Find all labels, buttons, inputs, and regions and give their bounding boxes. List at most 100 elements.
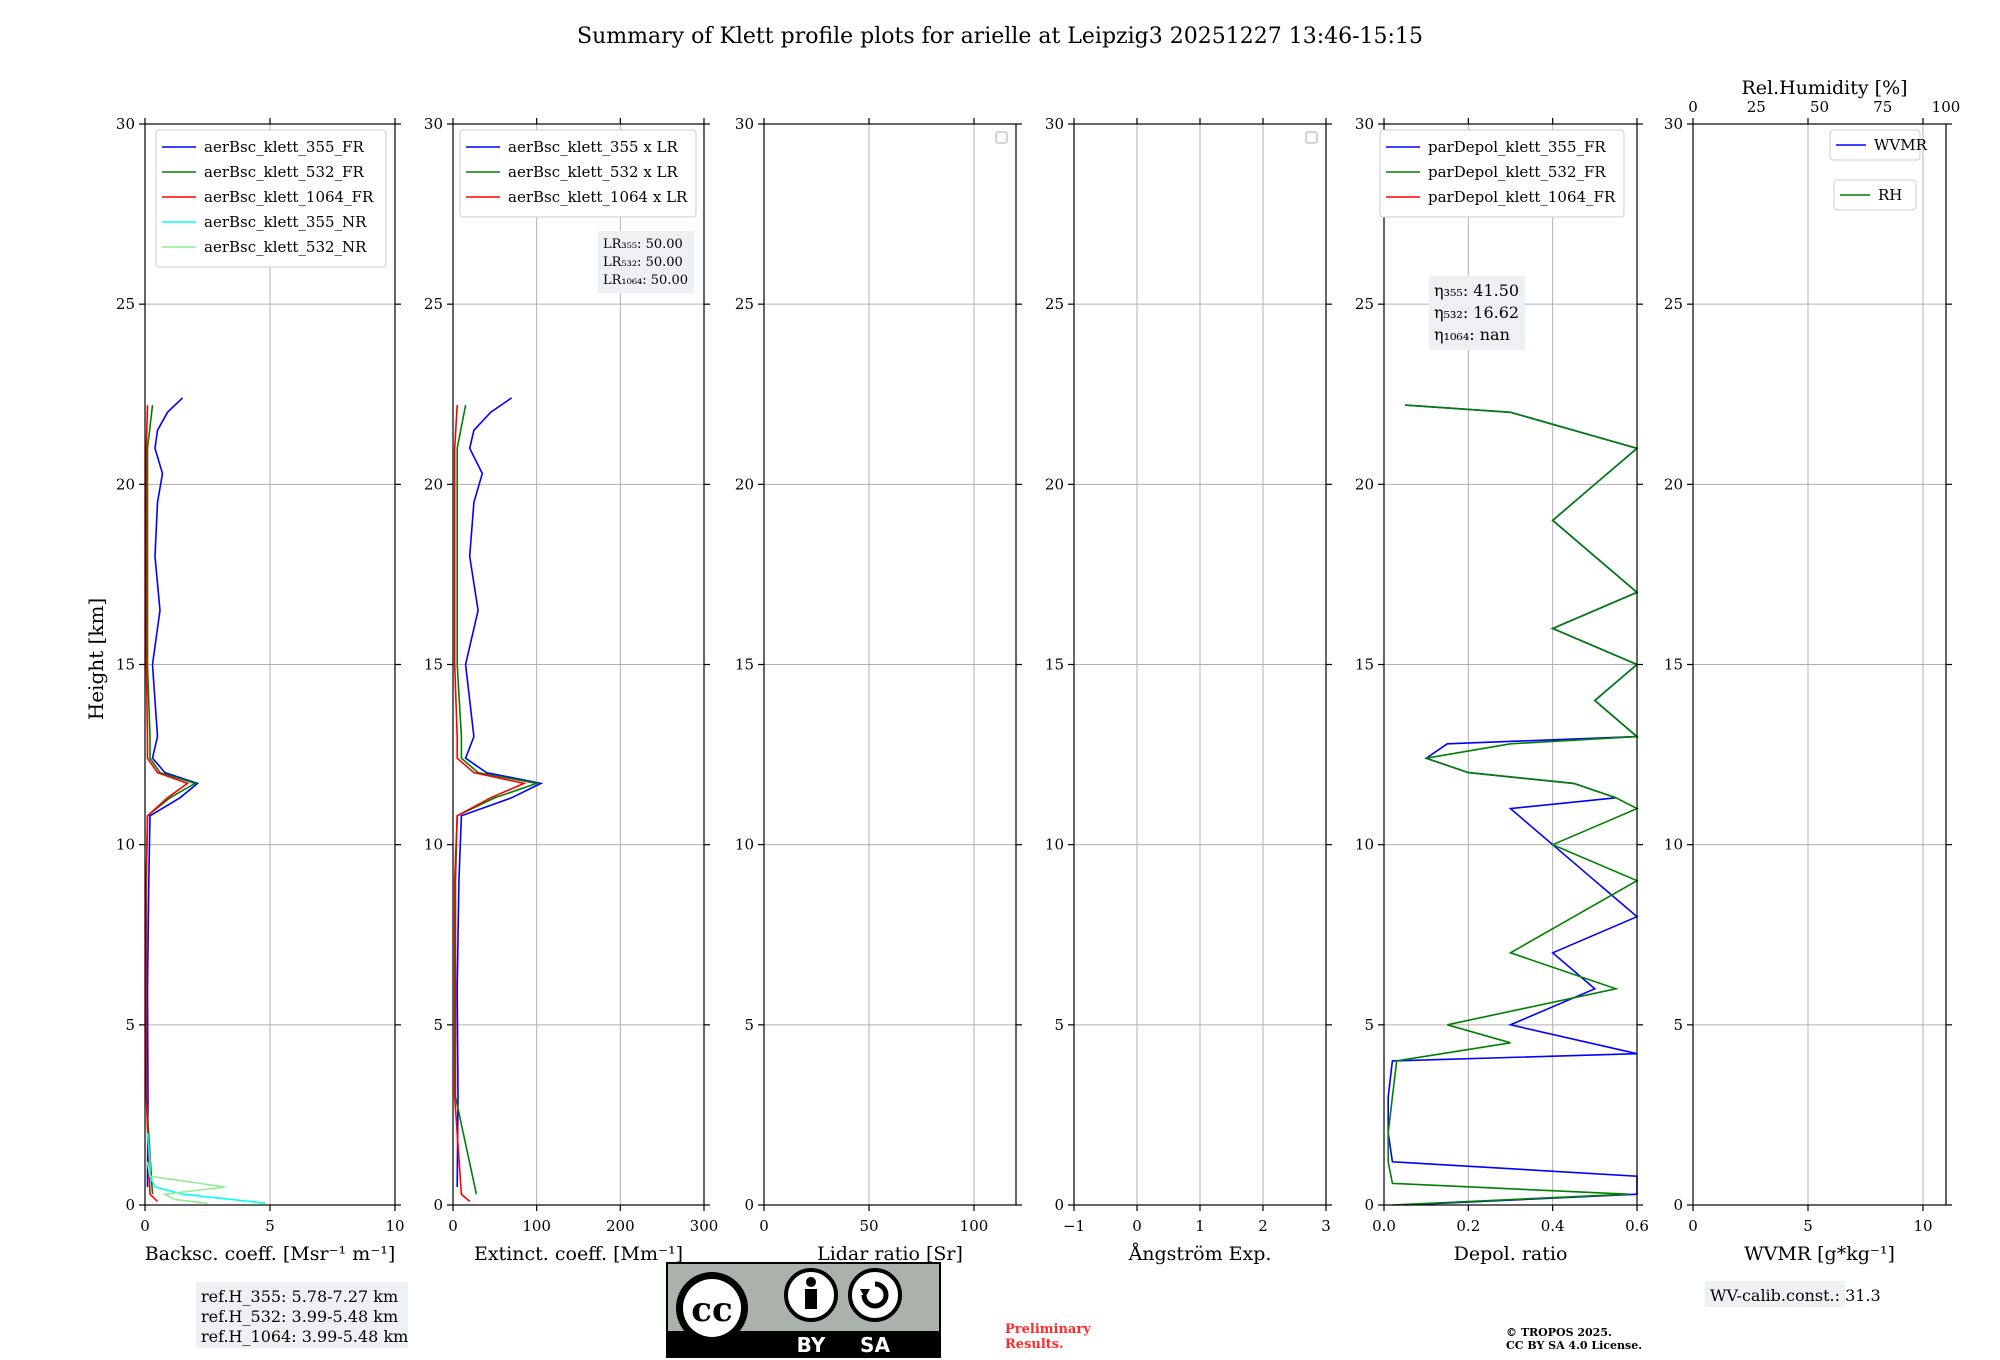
y-tick-label: 20 — [116, 475, 135, 493]
y-tick-label: 30 — [1355, 115, 1374, 133]
y-tick-label: 20 — [1045, 475, 1064, 493]
x-tick-label: 10 — [1913, 1217, 1932, 1235]
y-tick-label: 10 — [1664, 836, 1683, 854]
legend-box — [1379, 129, 1625, 218]
y-tick-label: 0 — [125, 1196, 135, 1214]
series-line-aerBsc_klett_532_NR — [146, 1161, 226, 1204]
empty-legend-box — [1305, 131, 1318, 144]
x-tick-label: 300 — [690, 1217, 719, 1235]
y-tick-label: 15 — [1045, 656, 1064, 674]
empty-legend-box — [995, 131, 1008, 144]
y-axis-label: Height [km] — [84, 598, 108, 720]
top-tick-label: 25 — [1747, 98, 1766, 116]
y-tick-label: 30 — [1664, 115, 1683, 133]
y-tick-label: 20 — [1664, 475, 1683, 493]
panel-4: 0 5 10 15 20 25 30 −1 0 1 2 3 Ångström Exp. — [1045, 115, 1332, 1265]
cc-text: cc — [691, 1290, 732, 1330]
y-tick-label: 0 — [433, 1196, 443, 1214]
y-tick-label: 20 — [424, 475, 443, 493]
series-line-aerBsc_klett_355_FR — [146, 397, 200, 1188]
x-tick-label: 100 — [960, 1217, 989, 1235]
legend-box — [1833, 179, 1917, 211]
y-tick-label: 10 — [116, 836, 135, 854]
y-tick-label: 25 — [1355, 295, 1374, 313]
legend-box — [459, 129, 697, 218]
x-tick-label: 200 — [606, 1217, 635, 1235]
legend-label: aerBsc_klett_532_NR — [204, 238, 367, 256]
x-tick-label: 2 — [1258, 1217, 1268, 1235]
y-tick-label: 5 — [744, 1016, 754, 1034]
x-tick-label: 0.0 — [1372, 1217, 1396, 1235]
top-tick-label: 50 — [1810, 98, 1829, 116]
x-tick-label: 0.4 — [1541, 1217, 1565, 1235]
legend-box — [155, 129, 387, 268]
y-tick-label: 30 — [1045, 115, 1064, 133]
preliminary-line-1: Preliminary — [1005, 1322, 1091, 1337]
y-tick-label: 15 — [116, 656, 135, 674]
info-box-line: WV-calib.const.: 31.3 — [1710, 1286, 1881, 1305]
y-tick-label: 0 — [744, 1196, 754, 1214]
y-tick-label: 25 — [116, 295, 135, 313]
y-tick-label: 25 — [424, 295, 443, 313]
x-tick-label: 0 — [448, 1217, 458, 1235]
y-tick-label: 10 — [424, 836, 443, 854]
info-box — [1429, 276, 1525, 350]
chart-title: Summary of Klett profile plots for ariel… — [577, 24, 1423, 49]
x-tick-label: 5 — [265, 1217, 275, 1235]
cc-license-badge[interactable]: cc BY SA — [666, 1262, 941, 1358]
series-line-aerBsc_klett_1064 x LR — [453, 405, 527, 1203]
info-box-line: η₃₅₅: 41.50 — [1434, 281, 1519, 300]
x-tick-label: −1 — [1063, 1217, 1085, 1235]
info-box-line: ref.H_1064: 3.99-5.48 km — [201, 1327, 408, 1346]
info-box-line: η₁₀₆₄: nan — [1434, 325, 1510, 344]
copyright-line-1: © TROPOS 2025. — [1506, 1326, 1612, 1339]
info-box-line: ref.H_532: 3.99-5.48 km — [201, 1307, 398, 1326]
series-line-parDepol_klett_355_FR — [1387, 404, 1640, 1206]
by-text: BY — [797, 1333, 826, 1357]
legend-label: RH — [1878, 186, 1902, 204]
y-tick-label: 10 — [1355, 836, 1374, 854]
series-line-aerBsc_klett_1064_FR — [145, 405, 190, 1202]
legend-label: parDepol_klett_532_FR — [1428, 163, 1606, 181]
y-tick-label: 15 — [1664, 656, 1683, 674]
panel-5: 0 5 10 15 20 25 30 0.0 0.2 0.4 0.6 Depol. ratio parD… — [1355, 115, 1649, 1265]
x-axis-label: WVMR [g*kg⁻¹] — [1744, 1243, 1895, 1265]
info-box-line: LR₃₅₅: 50.00 — [603, 237, 683, 252]
y-tick-label: 15 — [424, 656, 443, 674]
x-tick-label: 0.2 — [1456, 1217, 1480, 1235]
y-tick-label: 25 — [1664, 295, 1683, 313]
x-axis-label: Extinct. coeff. [Mm⁻¹] — [474, 1243, 683, 1265]
legend-label: aerBsc_klett_1064_FR — [204, 188, 374, 206]
y-tick-label: 10 — [735, 836, 754, 854]
top-tick-label: 0 — [1688, 98, 1698, 116]
x-tick-label: 0 — [1132, 1217, 1142, 1235]
x-tick-label: 3 — [1321, 1217, 1331, 1235]
series-line-aerBsc_klett_355_NR — [146, 1132, 266, 1204]
legend-box — [1829, 129, 1921, 161]
y-tick-label: 15 — [1355, 656, 1374, 674]
legend-label: parDepol_klett_355_FR — [1428, 138, 1606, 156]
share-alike-icon — [848, 1268, 902, 1322]
x-axis-label: Lidar ratio [Sr] — [817, 1243, 963, 1265]
y-tick-label: 5 — [1364, 1016, 1374, 1034]
sa-text: SA — [860, 1333, 890, 1357]
info-box-line: LR₅₃₂: 50.00 — [603, 255, 683, 270]
top-axis-label: Rel.Humidity [%] — [1741, 77, 1907, 99]
x-tick-label: 0 — [759, 1217, 769, 1235]
x-tick-label: 50 — [859, 1217, 878, 1235]
info-box — [598, 231, 694, 293]
y-tick-label: 10 — [1045, 836, 1064, 854]
y-tick-label: 30 — [116, 115, 135, 133]
info-box-line: LR₁₀₆₄: 50.00 — [603, 273, 688, 288]
x-axis-label: Ångström Exp. — [1128, 1243, 1272, 1265]
y-tick-label: 5 — [433, 1016, 443, 1034]
legend-label: aerBsc_klett_532_FR — [204, 163, 364, 181]
legend-label: aerBsc_klett_1064 x LR — [508, 188, 688, 206]
y-tick-label: 30 — [424, 115, 443, 133]
x-tick-label: 0.6 — [1625, 1217, 1649, 1235]
series-line-aerBsc_klett_532_FR — [145, 405, 197, 1195]
panel-6: 0 5 10 15 20 25 30 0 5 10 WVMR [g*kg⁻¹] 0 25 50 75 100 R… — [1664, 77, 1960, 1307]
y-tick-label: 5 — [125, 1016, 135, 1034]
